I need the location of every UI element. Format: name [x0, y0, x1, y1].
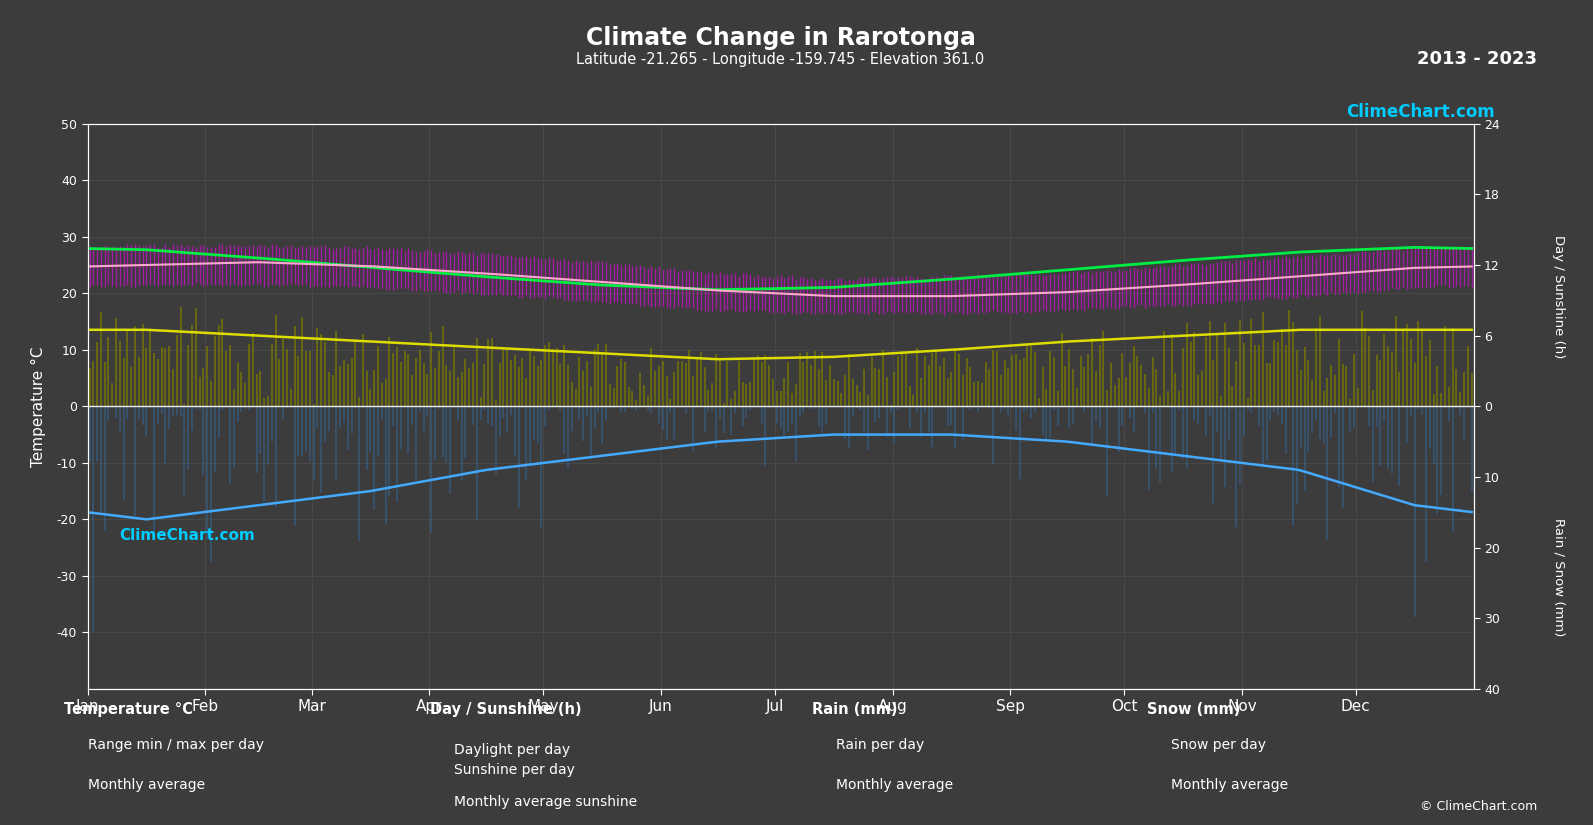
Text: Latitude -21.265 - Longitude -159.745 - Elevation 361.0: Latitude -21.265 - Longitude -159.745 - …	[577, 52, 984, 67]
Text: 2013 - 2023: 2013 - 2023	[1418, 50, 1537, 68]
Text: Day / Sunshine (h): Day / Sunshine (h)	[1552, 235, 1566, 359]
Y-axis label: Temperature °C: Temperature °C	[30, 346, 46, 467]
Text: Range min / max per day: Range min / max per day	[88, 738, 263, 752]
Text: Temperature °C: Temperature °C	[64, 701, 193, 717]
Text: Monthly average: Monthly average	[836, 779, 954, 792]
Text: ClimeChart.com: ClimeChart.com	[119, 528, 255, 543]
Text: Monthly average: Monthly average	[88, 779, 205, 792]
Text: Rain / Snow (mm): Rain / Snow (mm)	[1552, 518, 1566, 637]
Text: Day / Sunshine (h): Day / Sunshine (h)	[430, 701, 581, 717]
Text: Rain per day: Rain per day	[836, 738, 924, 752]
Text: Rain (mm): Rain (mm)	[812, 701, 898, 717]
Text: Snow per day: Snow per day	[1171, 738, 1266, 752]
Text: Climate Change in Rarotonga: Climate Change in Rarotonga	[586, 26, 975, 50]
Text: Sunshine per day: Sunshine per day	[454, 763, 575, 776]
Text: Monthly average sunshine: Monthly average sunshine	[454, 795, 637, 808]
Text: Monthly average: Monthly average	[1171, 779, 1289, 792]
Text: Snow (mm): Snow (mm)	[1147, 701, 1241, 717]
Text: Daylight per day: Daylight per day	[454, 743, 570, 757]
Text: © ClimeChart.com: © ClimeChart.com	[1419, 800, 1537, 813]
Text: ClimeChart.com: ClimeChart.com	[1346, 103, 1494, 121]
